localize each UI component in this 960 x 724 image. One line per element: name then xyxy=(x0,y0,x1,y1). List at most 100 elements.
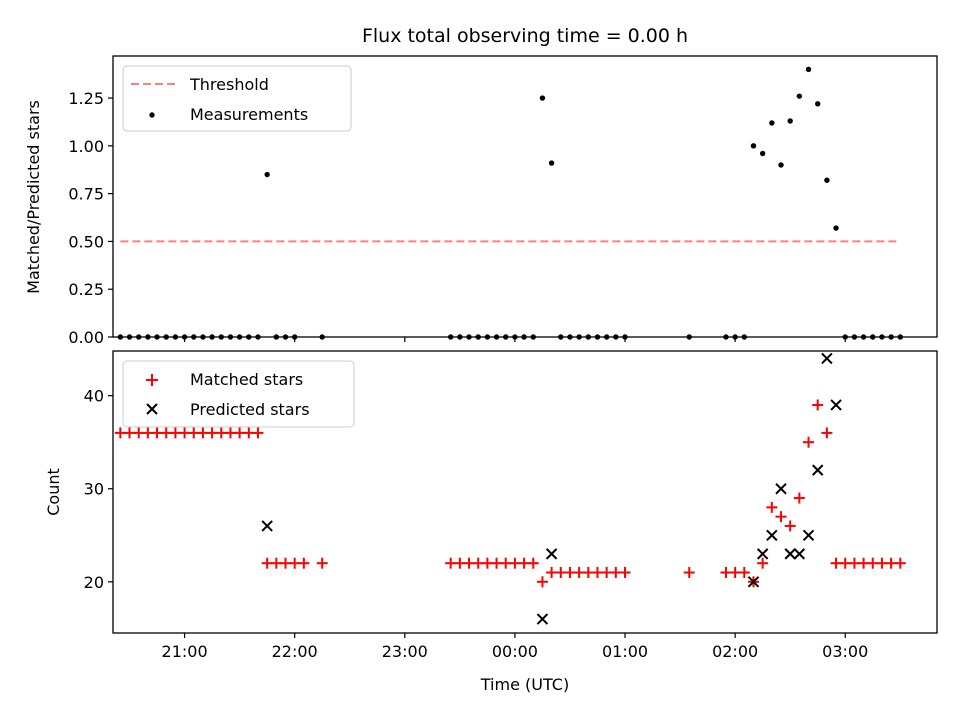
matched-star-point xyxy=(821,427,833,439)
matched-star-point xyxy=(270,557,282,569)
top-y-axis-label: Matched/Predicted stars xyxy=(24,100,43,294)
measurements-legend-label: Measurements xyxy=(190,105,308,124)
predicted-star-point xyxy=(756,548,769,560)
matched-star-point xyxy=(491,557,503,569)
predicted-stars-legend-swatch xyxy=(146,403,158,415)
top-y-tick-label: 1.25 xyxy=(68,89,104,108)
matched-star-point xyxy=(463,557,475,569)
matched-star-point xyxy=(601,567,613,579)
measurement-point xyxy=(833,225,839,231)
predicted-stars-legend-label: Predicted stars xyxy=(190,400,310,419)
matched-star-point xyxy=(729,567,741,579)
bottom-y-tick-label: 40 xyxy=(84,387,104,406)
threshold-legend-label: Threshold xyxy=(189,75,269,94)
matched-star-point xyxy=(793,492,805,504)
matched-star-point xyxy=(197,427,209,439)
matched-stars-legend-swatch xyxy=(146,374,158,386)
top-legend: Threshold Measurements xyxy=(122,65,352,132)
bottom-x-tick-label: 01:00 xyxy=(602,642,648,661)
measurement-point xyxy=(796,93,803,99)
bottom-x-tick-label: 00:00 xyxy=(492,642,538,661)
matched-star-point xyxy=(876,557,888,569)
matched-star-point xyxy=(564,567,576,579)
matched-star-point xyxy=(481,557,493,569)
top-legend-box xyxy=(122,65,352,132)
top-panel: 0.00 0.25 0.50 0.75 1.00 1.25 Matched/Predict… xyxy=(24,55,938,347)
matched-star-point xyxy=(298,557,310,569)
matched-star-point xyxy=(124,427,136,439)
top-x-axis xyxy=(183,337,846,342)
matched-star-point xyxy=(894,557,906,569)
matched-star-point xyxy=(518,557,530,569)
matched-star-point xyxy=(582,567,594,579)
predicted-star-point xyxy=(802,529,815,541)
matched-star-point xyxy=(234,427,246,439)
matched-star-point xyxy=(784,520,796,532)
matched-star-point xyxy=(160,427,172,439)
measurement-point xyxy=(539,95,546,101)
measurement-point xyxy=(548,160,555,166)
matched-star-point xyxy=(527,557,539,569)
predicted-star-point xyxy=(545,548,558,560)
top-y-tick-label: 0.75 xyxy=(68,185,104,204)
top-y-tick-label: 0.50 xyxy=(68,232,104,251)
predicted-star-point xyxy=(766,529,778,541)
measurement-point xyxy=(824,177,830,183)
predicted-star-point xyxy=(775,483,787,495)
matched-star-point xyxy=(812,399,824,411)
measurement-point xyxy=(815,101,821,107)
matched-star-point xyxy=(867,557,879,569)
bottom-y-axis-label: Count xyxy=(44,468,63,516)
matched-star-point xyxy=(289,557,301,569)
measurement-point xyxy=(787,118,793,124)
matched-star-point xyxy=(142,427,154,439)
matched-star-point xyxy=(215,427,227,439)
matched-star-point xyxy=(316,557,328,569)
matched-star-point xyxy=(683,567,695,579)
matched-star-point xyxy=(775,511,787,523)
matched-star-point xyxy=(114,427,126,439)
top-y-tick-label: 0.00 xyxy=(68,328,104,347)
matched-star-point xyxy=(169,427,181,439)
bottom-x-tick-label: 02:00 xyxy=(712,642,758,661)
matched-star-point xyxy=(252,427,264,439)
matched-star-point xyxy=(500,557,512,569)
bottom-legend-box xyxy=(122,360,355,428)
matched-star-point xyxy=(243,427,255,439)
predicted-star-point xyxy=(821,352,833,365)
matched-star-point xyxy=(454,557,466,569)
matched-star-point xyxy=(188,427,200,439)
bottom-y-axis: 20 30 40 xyxy=(84,387,113,592)
predicted-star-point xyxy=(747,576,760,588)
measurement-point xyxy=(264,171,270,178)
figure-title: Flux total observing time = 0.00 h xyxy=(362,25,688,47)
matched-stars-legend-label: Matched stars xyxy=(190,370,303,389)
bottom-x-axis: 21:00 22:00 23:00 00:00 01:00 02:00 03:00 xyxy=(162,633,868,661)
predicted-star-point xyxy=(784,548,796,560)
matched-star-point xyxy=(591,567,603,579)
matched-star-point xyxy=(757,557,769,569)
bottom-x-tick-label: 22:00 xyxy=(272,642,318,661)
measurement-point xyxy=(759,150,766,157)
matched-star-point xyxy=(536,576,548,588)
matched-star-point xyxy=(830,557,842,569)
matched-star-point xyxy=(573,567,585,579)
bottom-legend: Matched stars Predicted stars xyxy=(122,360,355,428)
matched-star-point xyxy=(555,567,567,579)
matched-star-point xyxy=(509,557,521,569)
matched-star-point xyxy=(858,557,870,569)
measurement-point xyxy=(805,66,812,73)
bottom-plot-area xyxy=(114,352,906,625)
bottom-y-tick-label: 30 xyxy=(84,480,104,499)
bottom-axes-frame xyxy=(112,350,938,634)
top-axes-frame xyxy=(112,55,938,338)
matched-star-point xyxy=(738,567,750,579)
predicted-star-point xyxy=(261,520,273,532)
predicted-star-point xyxy=(536,613,549,625)
matched-star-point xyxy=(151,427,163,439)
predicted-star-point xyxy=(793,548,806,560)
matched-star-point xyxy=(445,557,457,569)
bottom-x-tick-label: 03:00 xyxy=(822,642,868,661)
